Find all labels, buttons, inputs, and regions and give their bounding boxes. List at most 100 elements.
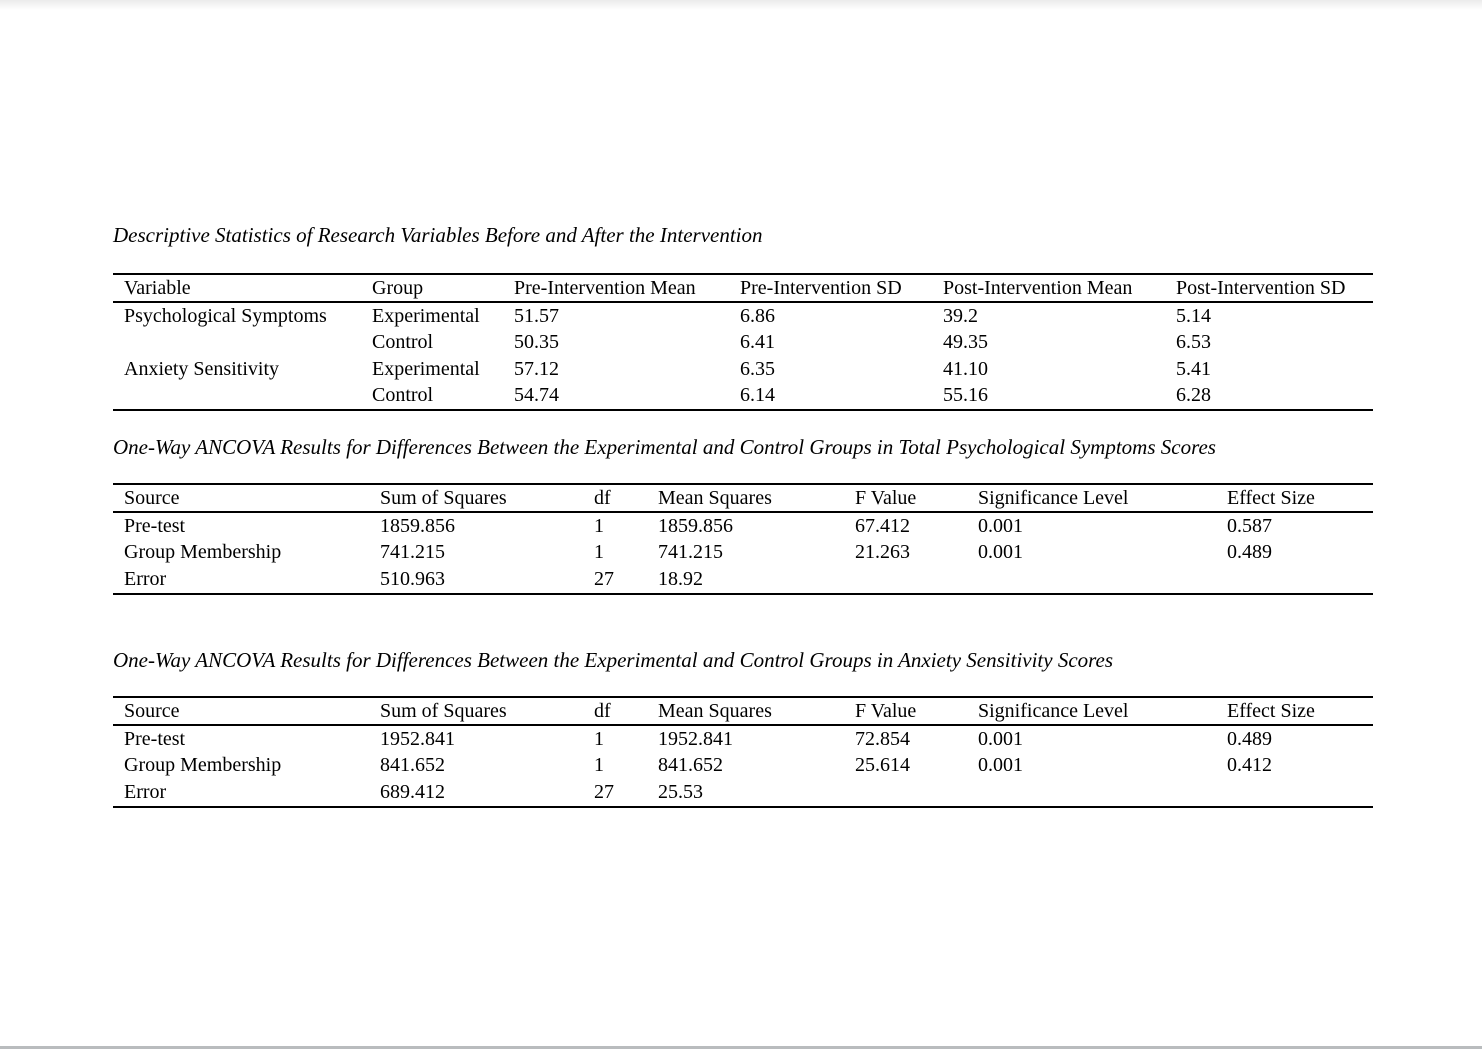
table-cell: 841.652 xyxy=(380,754,445,777)
page-top-shadow xyxy=(0,0,1482,10)
table-cell xyxy=(855,566,978,594)
table-header-row: Variable Group Pre-Intervention Mean Pre-In… xyxy=(113,274,1373,303)
column-header: Pre-Intervention SD xyxy=(740,274,943,303)
column-header: Significance Level xyxy=(978,484,1227,513)
table-row: Error 689.412 27 25.53 xyxy=(113,779,1373,807)
table-cell: 6.28 xyxy=(1176,384,1211,407)
table-row: Error 510.963 27 18.92 xyxy=(113,566,1373,594)
table-cell: 1952.841 xyxy=(380,727,455,750)
table-cell: Group Membership xyxy=(124,541,282,564)
table-cell: Anxiety Sensitivity xyxy=(124,357,279,380)
descriptive-statistics-table: Variable Group Pre-Intervention Mean Pre-In… xyxy=(113,273,1373,411)
table-cell xyxy=(855,779,978,807)
table-cell: Control xyxy=(372,331,434,354)
column-header: Mean Squares xyxy=(658,484,855,513)
table-cell: Pre-test xyxy=(124,727,186,750)
column-header: Variable xyxy=(113,274,372,303)
table-row: Control 50.35 6.41 49.35 6.53 xyxy=(113,330,1373,357)
column-header: Significance Level xyxy=(978,697,1227,726)
table-cell: 49.35 xyxy=(943,331,988,354)
table-cell: 6.14 xyxy=(740,384,775,407)
table-cell: 54.74 xyxy=(514,384,559,407)
table-cell: Control xyxy=(372,384,434,407)
table-cell: Psychological Symptoms xyxy=(124,304,327,327)
column-header: F Value xyxy=(855,697,978,726)
column-header: F Value xyxy=(855,484,978,513)
page-bottom-edge xyxy=(0,1046,1482,1049)
table-cell: 1859.856 xyxy=(658,514,733,537)
table-cell: 0.001 xyxy=(978,541,1023,564)
table-cell: 741.215 xyxy=(380,541,445,564)
table-cell: 1 xyxy=(594,514,604,537)
table-cell xyxy=(113,330,372,357)
table-cell: 25.614 xyxy=(855,754,910,777)
table-cell: 27 xyxy=(594,780,614,803)
table-cell: 510.963 xyxy=(380,567,445,590)
table-cell: 1 xyxy=(594,541,604,564)
table-cell: 689.412 xyxy=(380,780,445,803)
table-cell: 41.10 xyxy=(943,357,988,380)
table-row: Pre-test 1859.856 1 1859.856 67.412 0.001 0.58… xyxy=(113,512,1373,540)
table-cell: 6.86 xyxy=(740,304,775,327)
column-header: Effect Size xyxy=(1227,697,1373,726)
table-cell: 27 xyxy=(594,567,614,590)
table-cell: Error xyxy=(124,567,167,590)
table-cell: 0.001 xyxy=(978,727,1023,750)
table-cell: 5.14 xyxy=(1176,304,1211,327)
table-cell: 6.41 xyxy=(740,331,775,354)
table-cell: Group Membership xyxy=(124,754,282,777)
table-cell xyxy=(978,566,1227,594)
table-cell: 21.263 xyxy=(855,541,910,564)
table-cell: 25.53 xyxy=(658,780,703,803)
table-row: Group Membership 841.652 1 841.652 25.614 0.0… xyxy=(113,753,1373,780)
column-header: Post-Intervention SD xyxy=(1176,274,1373,303)
column-header: Source xyxy=(113,697,380,726)
table-cell: 72.854 xyxy=(855,727,910,750)
table-cell: 18.92 xyxy=(658,567,703,590)
table-cell: 67.412 xyxy=(855,514,910,537)
table-cell: 1 xyxy=(594,727,604,750)
table-cell xyxy=(978,779,1227,807)
table-cell: 0.587 xyxy=(1227,514,1272,537)
table-cell: 50.35 xyxy=(514,331,559,354)
table-caption-ancova-psychological-symptoms: One-Way ANCOVA Results for Differences B… xyxy=(113,435,1216,459)
ancova-psychological-symptoms-table: Source Sum of Squares df Mean Squares F Valu… xyxy=(113,483,1373,595)
table-cell: 57.12 xyxy=(514,357,559,380)
column-header: df xyxy=(594,697,658,726)
column-header: Sum of Squares xyxy=(380,697,594,726)
table-cell: 741.215 xyxy=(658,541,723,564)
table-cell: 6.35 xyxy=(740,357,775,380)
table-cell: 0.001 xyxy=(978,754,1023,777)
table-cell: 51.57 xyxy=(514,304,559,327)
table-row: Anxiety Sensitivity Experimental 57.12 6.35… xyxy=(113,356,1373,383)
table-cell: 0.489 xyxy=(1227,727,1272,750)
table-cell xyxy=(1227,566,1373,594)
table-cell: 39.2 xyxy=(943,304,978,327)
table-header-row: Source Sum of Squares df Mean Squares F Valu… xyxy=(113,697,1373,726)
table-cell: 0.001 xyxy=(978,514,1023,537)
table-cell: 0.489 xyxy=(1227,541,1272,564)
table-caption-descriptive-statistics: Descriptive Statistics of Research Varia… xyxy=(113,223,763,247)
table-cell: 6.53 xyxy=(1176,331,1211,354)
table-cell: 1952.841 xyxy=(658,727,733,750)
table-cell: 1 xyxy=(594,754,604,777)
table-header-row: Source Sum of Squares df Mean Squares F Valu… xyxy=(113,484,1373,513)
column-header: Effect Size xyxy=(1227,484,1373,513)
table-cell: Experimental xyxy=(372,304,480,327)
column-header: Mean Squares xyxy=(658,697,855,726)
column-header: Post-Intervention Mean xyxy=(943,274,1176,303)
column-header: df xyxy=(594,484,658,513)
table-cell: 0.412 xyxy=(1227,754,1272,777)
column-header: Pre-Intervention Mean xyxy=(514,274,740,303)
table-row: Psychological Symptoms Experimental 51.57 6… xyxy=(113,302,1373,330)
ancova-anxiety-sensitivity-table: Source Sum of Squares df Mean Squares F Valu… xyxy=(113,696,1373,808)
column-header: Group xyxy=(372,274,514,303)
table-cell: 841.652 xyxy=(658,754,723,777)
table-cell: Experimental xyxy=(372,357,480,380)
table-row: Pre-test 1952.841 1 1952.841 72.854 0.001 0.48… xyxy=(113,725,1373,753)
table-cell: Pre-test xyxy=(124,514,186,537)
column-header: Source xyxy=(113,484,380,513)
table-cell: 5.41 xyxy=(1176,357,1211,380)
table-cell: 55.16 xyxy=(943,384,988,407)
